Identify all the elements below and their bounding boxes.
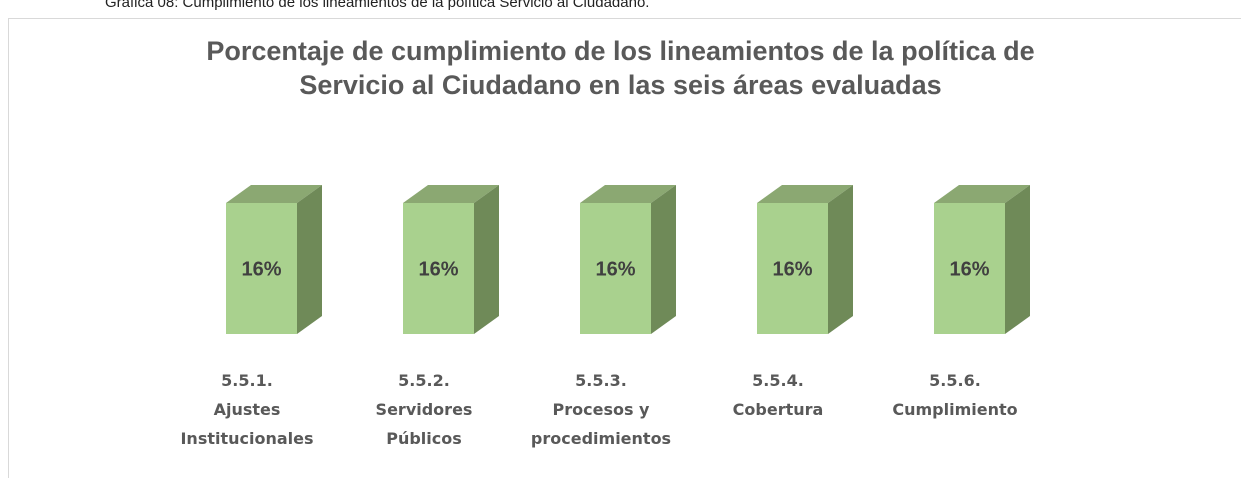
bar-top	[226, 185, 322, 203]
bar	[226, 203, 297, 334]
bar	[580, 203, 651, 334]
value-label: 16%	[241, 259, 281, 281]
value-label: 16%	[772, 259, 812, 281]
chart-title: Porcentaje de cumplimiento de los lineam…	[206, 36, 1035, 100]
bar-top	[580, 185, 676, 203]
bar-top	[403, 185, 499, 203]
bar-side	[828, 185, 853, 334]
value-label: 16%	[595, 259, 635, 281]
caption: Gráfica 08: Cumplimiento de los lineamie…	[105, 0, 650, 11]
bar	[757, 203, 828, 334]
bar-side	[651, 185, 676, 334]
x-tick-label: 5.5.6. Cumplimiento	[892, 371, 1018, 419]
chart: 16% 16% 16% 16% 16%	[226, 185, 1030, 334]
x-tick-label: 5.5.4. Cobertura	[732, 371, 824, 419]
value-label: 16%	[418, 259, 458, 281]
bar-top	[934, 185, 1030, 203]
value-label: 16%	[949, 259, 989, 281]
bar	[934, 203, 1005, 334]
chart-frame	[8, 18, 1241, 478]
bar-side	[297, 185, 322, 334]
bar-top	[757, 185, 853, 203]
page: Gráfica 08: Cumplimiento de los lineamie…	[8, 0, 1241, 478]
bar-side	[1005, 185, 1030, 334]
x-tick-label: 5.5.3. Procesos y procedimientos	[530, 371, 672, 448]
x-tick-label: 5.5.1. Ajustes Institucionales	[180, 371, 314, 448]
x-tick-label: 5.5.2. Servidores Públicos	[375, 371, 473, 448]
bar	[403, 203, 474, 334]
bar-side	[474, 185, 499, 334]
